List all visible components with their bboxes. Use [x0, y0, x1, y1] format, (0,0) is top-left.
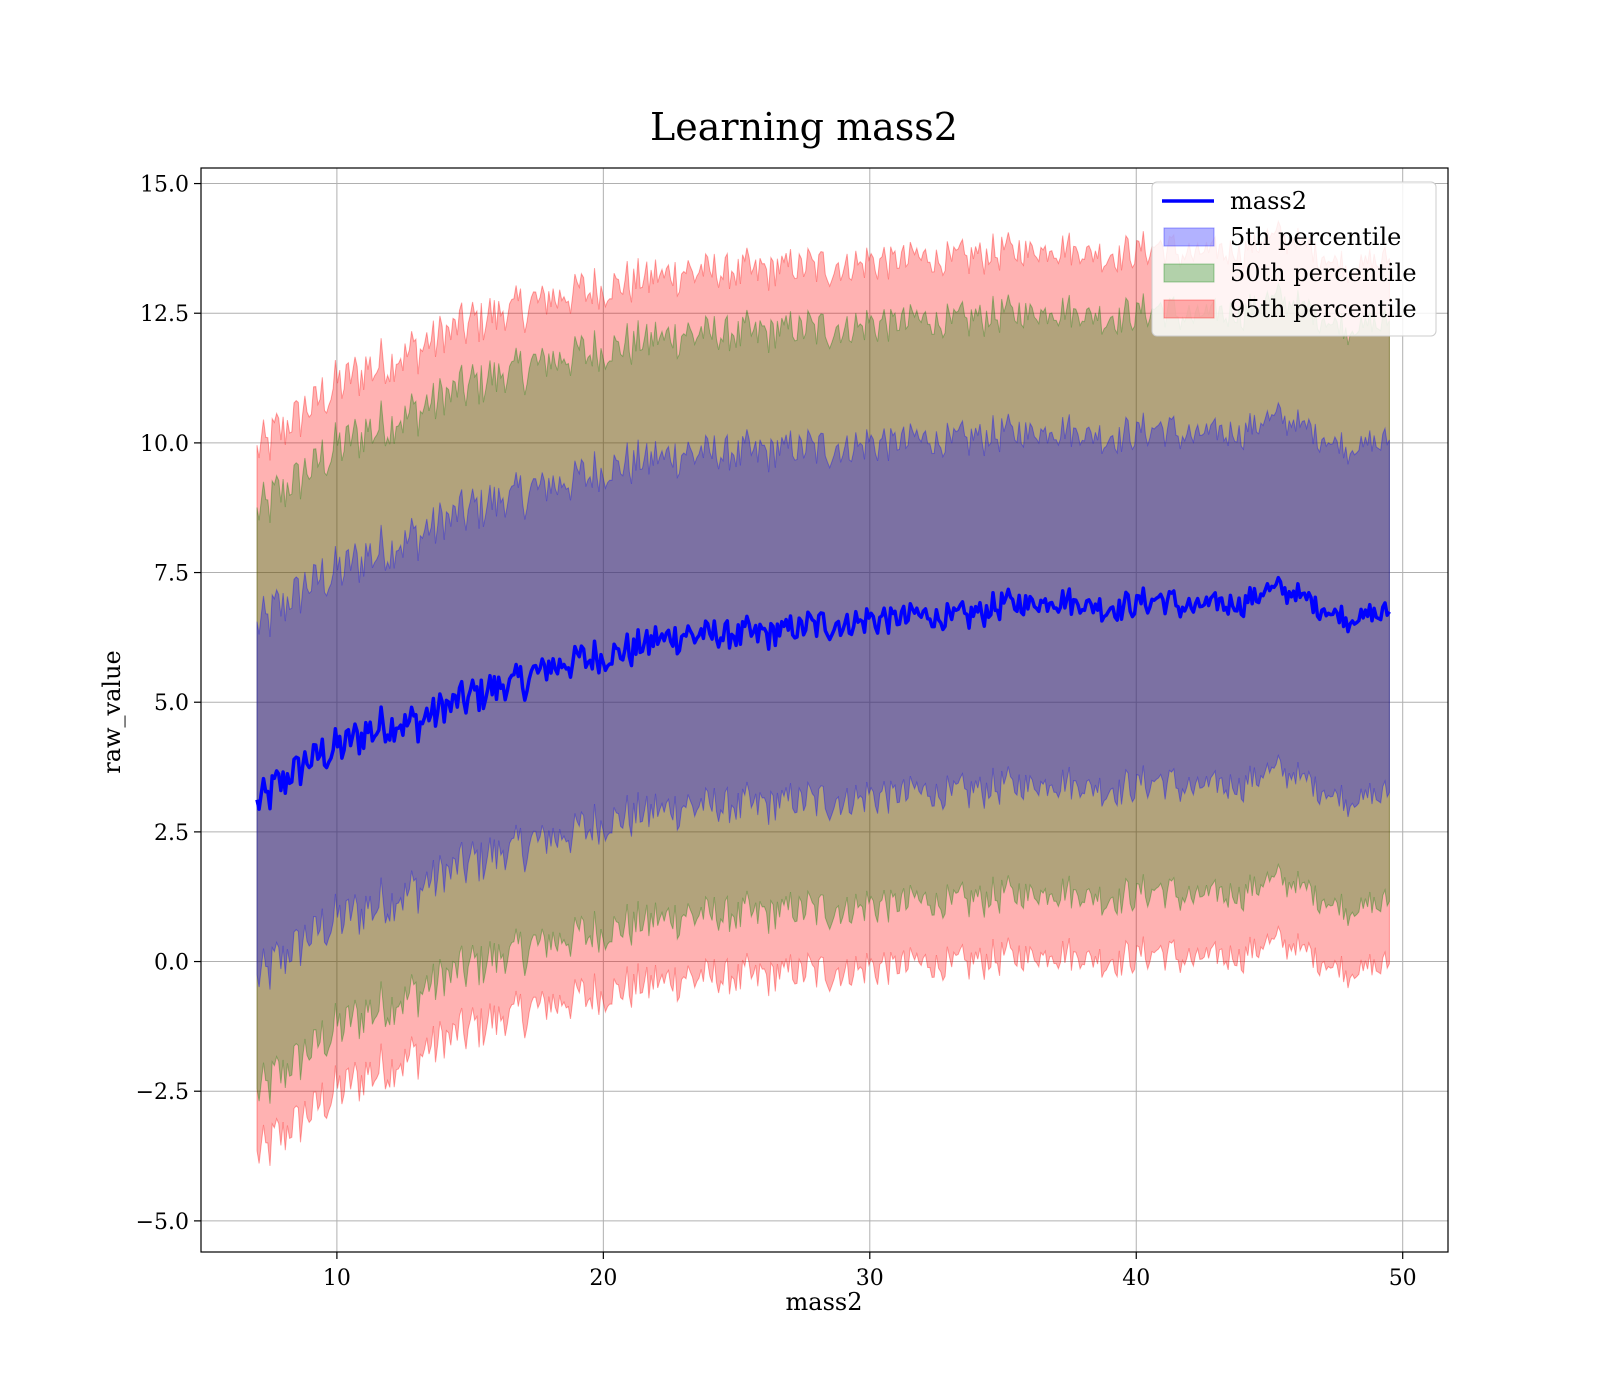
x-axis-label: mass2 — [786, 1288, 863, 1316]
legend-swatch-5th-percentile — [1163, 227, 1215, 247]
grid-lines — [201, 168, 1448, 1252]
y-tick-label: 12.5 — [140, 302, 189, 327]
line-mass2 — [255, 575, 1391, 811]
legend-swatch-95th-percentile — [1163, 299, 1215, 319]
x-tick-label: 30 — [856, 1266, 884, 1291]
legend-label: 5th percentile — [1230, 223, 1401, 251]
x-tick-label: 40 — [1122, 1266, 1150, 1291]
y-tick-label: 15.0 — [140, 173, 189, 198]
y-tick-label: 2.5 — [154, 821, 189, 846]
y-tick-label: 0.0 — [154, 951, 189, 976]
x-axis: 10 20 30 40 50 — [323, 1252, 1417, 1291]
x-tick-label: 50 — [1389, 1266, 1417, 1291]
band-50th-percentile — [256, 282, 1390, 1104]
legend: mass2 5th percentile 50th percentile 95th p… — [1151, 181, 1437, 337]
x-tick-label: 10 — [323, 1266, 351, 1291]
percentile-bands — [256, 219, 1390, 1166]
y-axis-label: raw_value — [98, 650, 126, 774]
legend-label: 95th percentile — [1230, 295, 1417, 323]
chart-title: Learning mass2 — [650, 105, 958, 149]
y-tick-label: 10.0 — [140, 432, 189, 457]
legend-label: mass2 — [1230, 187, 1307, 215]
legend-box — [1151, 181, 1437, 337]
y-tick-label: −2.5 — [136, 1080, 189, 1105]
band-5th-percentile — [256, 401, 1390, 990]
y-tick-label: 7.5 — [154, 562, 189, 587]
y-tick-label: −5.0 — [136, 1210, 189, 1235]
legend-swatch-50th-percentile — [1163, 263, 1215, 283]
plot-frame — [200, 167, 1449, 1253]
legend-label: 50th percentile — [1230, 259, 1417, 287]
x-tick-label: 20 — [589, 1266, 617, 1291]
y-tick-label: 5.0 — [154, 691, 189, 716]
y-axis: −5.0 −2.5 0.0 2.5 5.0 7.5 10.0 12.5 15.0 — [136, 173, 201, 1235]
band-95th-percentile — [256, 219, 1390, 1166]
series-lines — [255, 575, 1391, 811]
